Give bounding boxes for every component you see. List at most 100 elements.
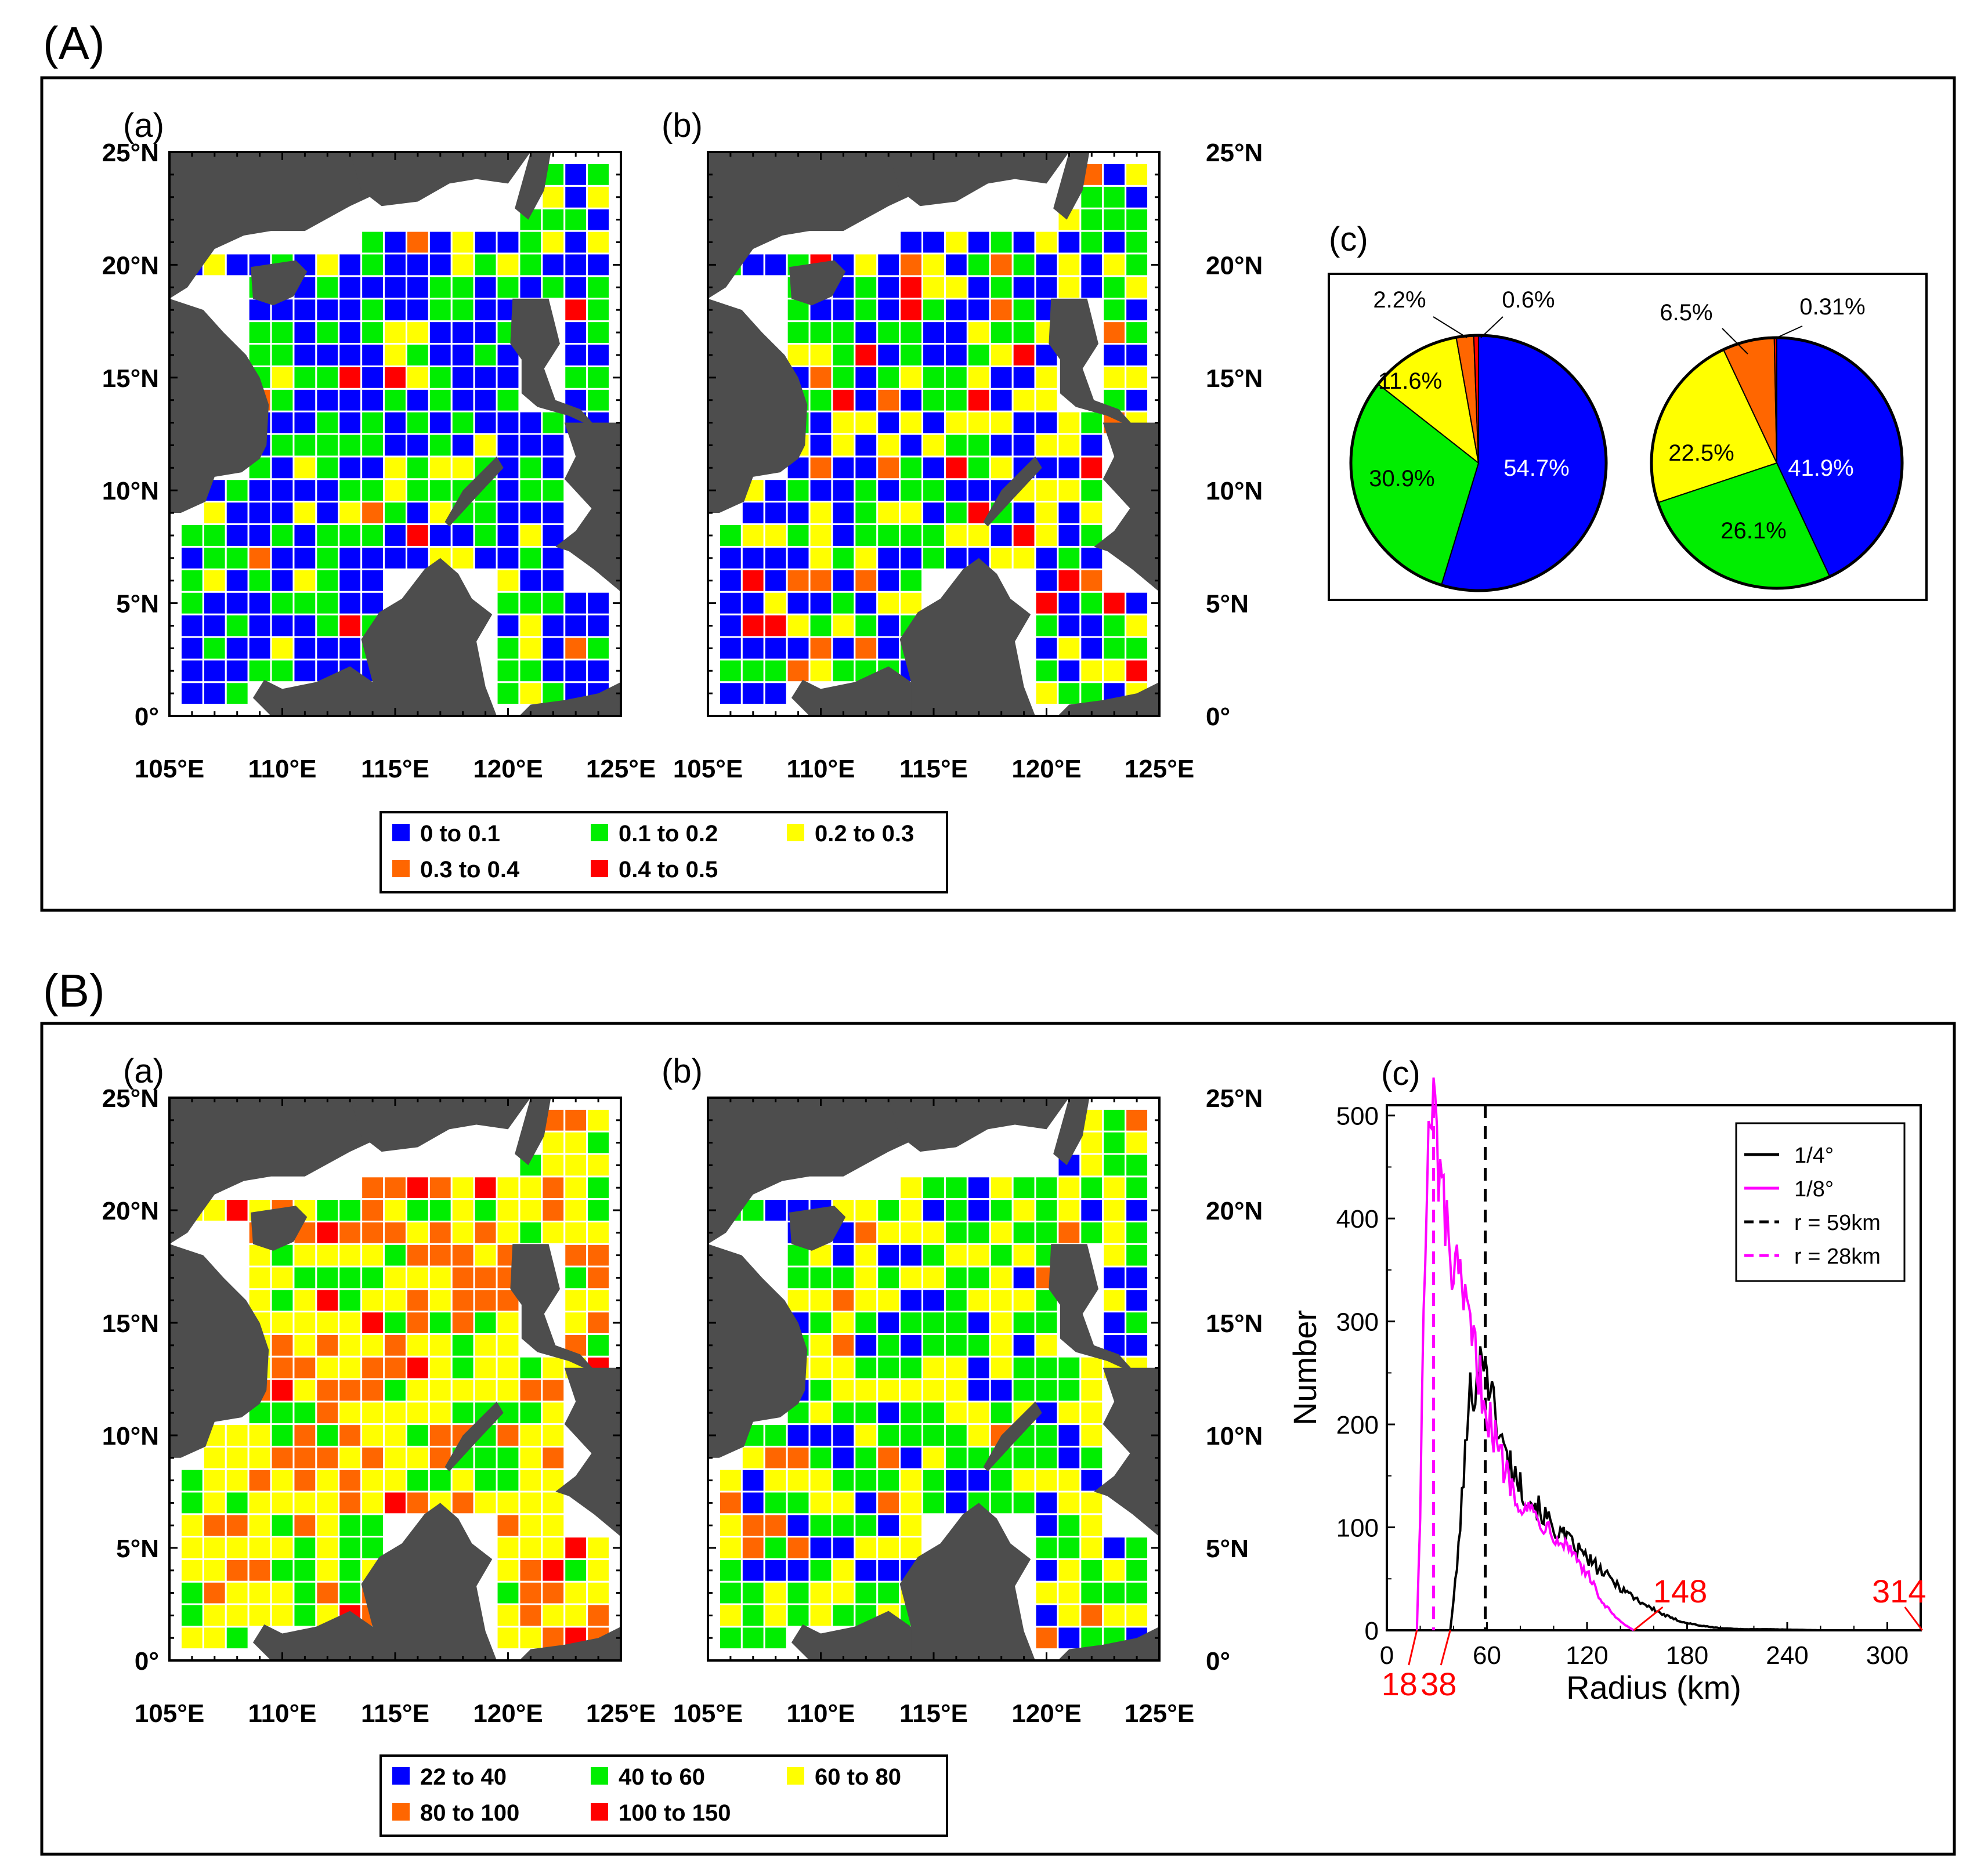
map-cell	[876, 275, 901, 300]
map-cell	[944, 523, 968, 548]
map-cell	[989, 252, 1014, 277]
map-cell	[473, 298, 498, 323]
map-cell	[899, 568, 924, 593]
map-cell	[292, 1401, 317, 1425]
map-cell	[518, 433, 543, 458]
map-cell	[808, 1333, 833, 1358]
map-cell	[473, 1490, 498, 1515]
lat-label: 25°N	[1206, 1084, 1263, 1113]
map-cell	[541, 1355, 566, 1380]
map-cell	[921, 1401, 946, 1425]
map-cell	[360, 1378, 385, 1403]
map-cell	[876, 410, 901, 435]
map-cell	[1102, 1580, 1127, 1605]
map-cell	[270, 388, 295, 413]
map-cell	[315, 523, 340, 548]
map-cell	[1034, 1490, 1059, 1515]
map-cell	[338, 1311, 363, 1335]
map-cell	[338, 455, 363, 480]
map-cell	[473, 1468, 498, 1493]
legend-label: 40 to 60	[619, 1764, 705, 1790]
map-cell	[989, 342, 1014, 367]
map-cell	[450, 1355, 475, 1380]
panel-a-frame	[40, 76, 1956, 912]
map-cell	[383, 1243, 407, 1268]
map-cell	[292, 1603, 317, 1628]
map-cell	[428, 1288, 453, 1313]
map-cell	[338, 1558, 363, 1583]
map-cell	[1079, 1130, 1104, 1155]
map-cell	[1034, 433, 1059, 458]
map-cell	[831, 613, 856, 638]
map-cell	[808, 523, 833, 548]
map-cell	[338, 252, 363, 277]
map-cell	[1079, 207, 1104, 232]
map-cell	[921, 501, 946, 526]
map-cell	[989, 298, 1014, 323]
map-cell	[1102, 320, 1127, 345]
map-cell	[586, 1558, 611, 1583]
map-cell	[563, 591, 588, 616]
map-cell	[1079, 1490, 1104, 1515]
map-cell	[383, 1468, 407, 1493]
map-cell	[292, 613, 317, 638]
y-tick-label: 500	[1336, 1102, 1379, 1131]
map-cell	[854, 568, 879, 593]
map-land	[169, 1098, 621, 1660]
map-cell	[292, 591, 317, 616]
map-cell	[854, 1468, 879, 1493]
map-cell	[944, 1490, 968, 1515]
map-cell	[854, 1265, 879, 1290]
map-cell	[718, 1603, 743, 1628]
map-cell	[1079, 1558, 1104, 1583]
legend-swatch	[591, 1767, 608, 1785]
map-cell	[1125, 342, 1150, 367]
map-cell	[338, 1265, 363, 1290]
map-cell	[876, 613, 901, 638]
legend-frame	[379, 1754, 948, 1837]
map-cell	[383, 410, 407, 435]
lat-label: 15°N	[1206, 1309, 1263, 1338]
map-cell	[360, 320, 385, 345]
map-cell	[831, 523, 856, 548]
map-cell	[1125, 613, 1150, 638]
map-cell	[1057, 1198, 1082, 1222]
map-cell	[921, 252, 946, 277]
map-cell	[496, 230, 521, 255]
map-cell	[270, 478, 295, 503]
lat-label: 0°	[135, 703, 159, 731]
map-cell	[360, 365, 385, 390]
map-cell	[944, 1243, 968, 1268]
map-cell	[428, 320, 453, 345]
map-cell	[473, 1175, 498, 1200]
map-cell	[786, 636, 811, 661]
map-cell	[1125, 1220, 1150, 1245]
map-cell	[1125, 1175, 1150, 1200]
map-cell	[763, 636, 788, 661]
map-cell	[944, 1468, 968, 1493]
map-cell	[1011, 545, 1036, 570]
map-cell	[202, 1490, 227, 1515]
map-cell	[247, 658, 272, 683]
line-chart: (c) 0 60 120 180 240 300 0 100 200 300 400 500 Radius…	[1286, 1055, 1926, 1706]
map-cell	[944, 410, 968, 435]
map-cell	[405, 523, 430, 548]
map-cell	[1079, 252, 1104, 277]
map-cell	[496, 1175, 521, 1200]
map-cell	[899, 545, 924, 570]
map-cell	[921, 1378, 946, 1403]
map-cell	[247, 1603, 272, 1628]
map-cell	[786, 342, 811, 367]
map-cell	[383, 1220, 407, 1245]
map-cell	[270, 523, 295, 548]
map-cell	[740, 1626, 765, 1651]
map-cell	[586, 207, 611, 232]
lat-label: 0°	[1206, 1647, 1230, 1676]
map-cell	[1102, 1265, 1127, 1290]
map-cell	[1034, 1355, 1059, 1380]
map-cell	[292, 1423, 317, 1448]
y-tick-label: 100	[1336, 1514, 1379, 1543]
map-cell	[247, 1490, 272, 1515]
lat-label: 5°N	[116, 1535, 159, 1563]
map-cell	[786, 1603, 811, 1628]
